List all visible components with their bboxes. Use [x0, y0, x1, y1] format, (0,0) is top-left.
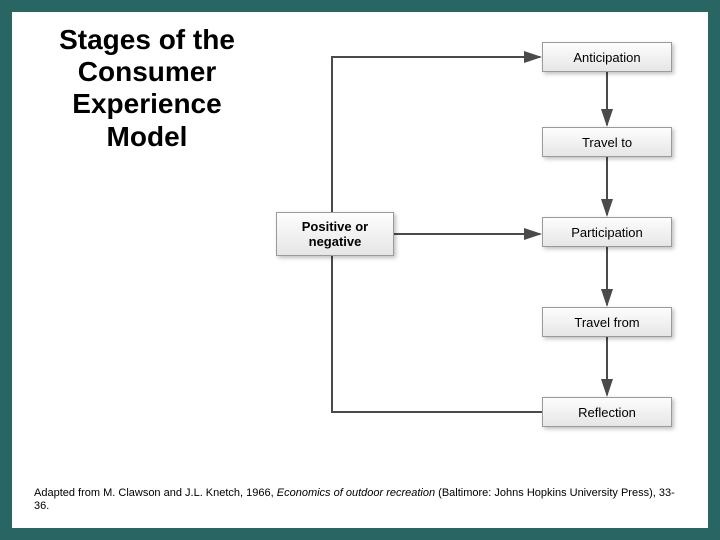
node-travel-from: Travel from: [542, 307, 672, 337]
citation-italic: Economics of outdoor recreation: [277, 487, 435, 499]
node-label: Participation: [571, 225, 643, 240]
citation: Adapted from M. Clawson and J.L. Knetch,…: [34, 487, 686, 515]
node-label: Anticipation: [573, 50, 640, 65]
slide: Stages of the Consumer Experience Model …: [12, 12, 708, 528]
node-label: Travel to: [582, 135, 632, 150]
node-reflection: Reflection: [542, 397, 672, 427]
node-travel-to: Travel to: [542, 127, 672, 157]
node-positive-or-negative: Positive or negative: [276, 212, 394, 256]
node-anticipation: Anticipation: [542, 42, 672, 72]
node-label: Travel from: [574, 315, 639, 330]
node-label: Reflection: [578, 405, 636, 420]
diagram-arrows: [12, 12, 708, 528]
diagram-container: Anticipation Travel to Participation Tra…: [12, 12, 708, 528]
node-label: Positive or negative: [277, 219, 393, 249]
node-participation: Participation: [542, 217, 672, 247]
citation-prefix: Adapted from M. Clawson and J.L. Knetch,…: [34, 487, 277, 499]
